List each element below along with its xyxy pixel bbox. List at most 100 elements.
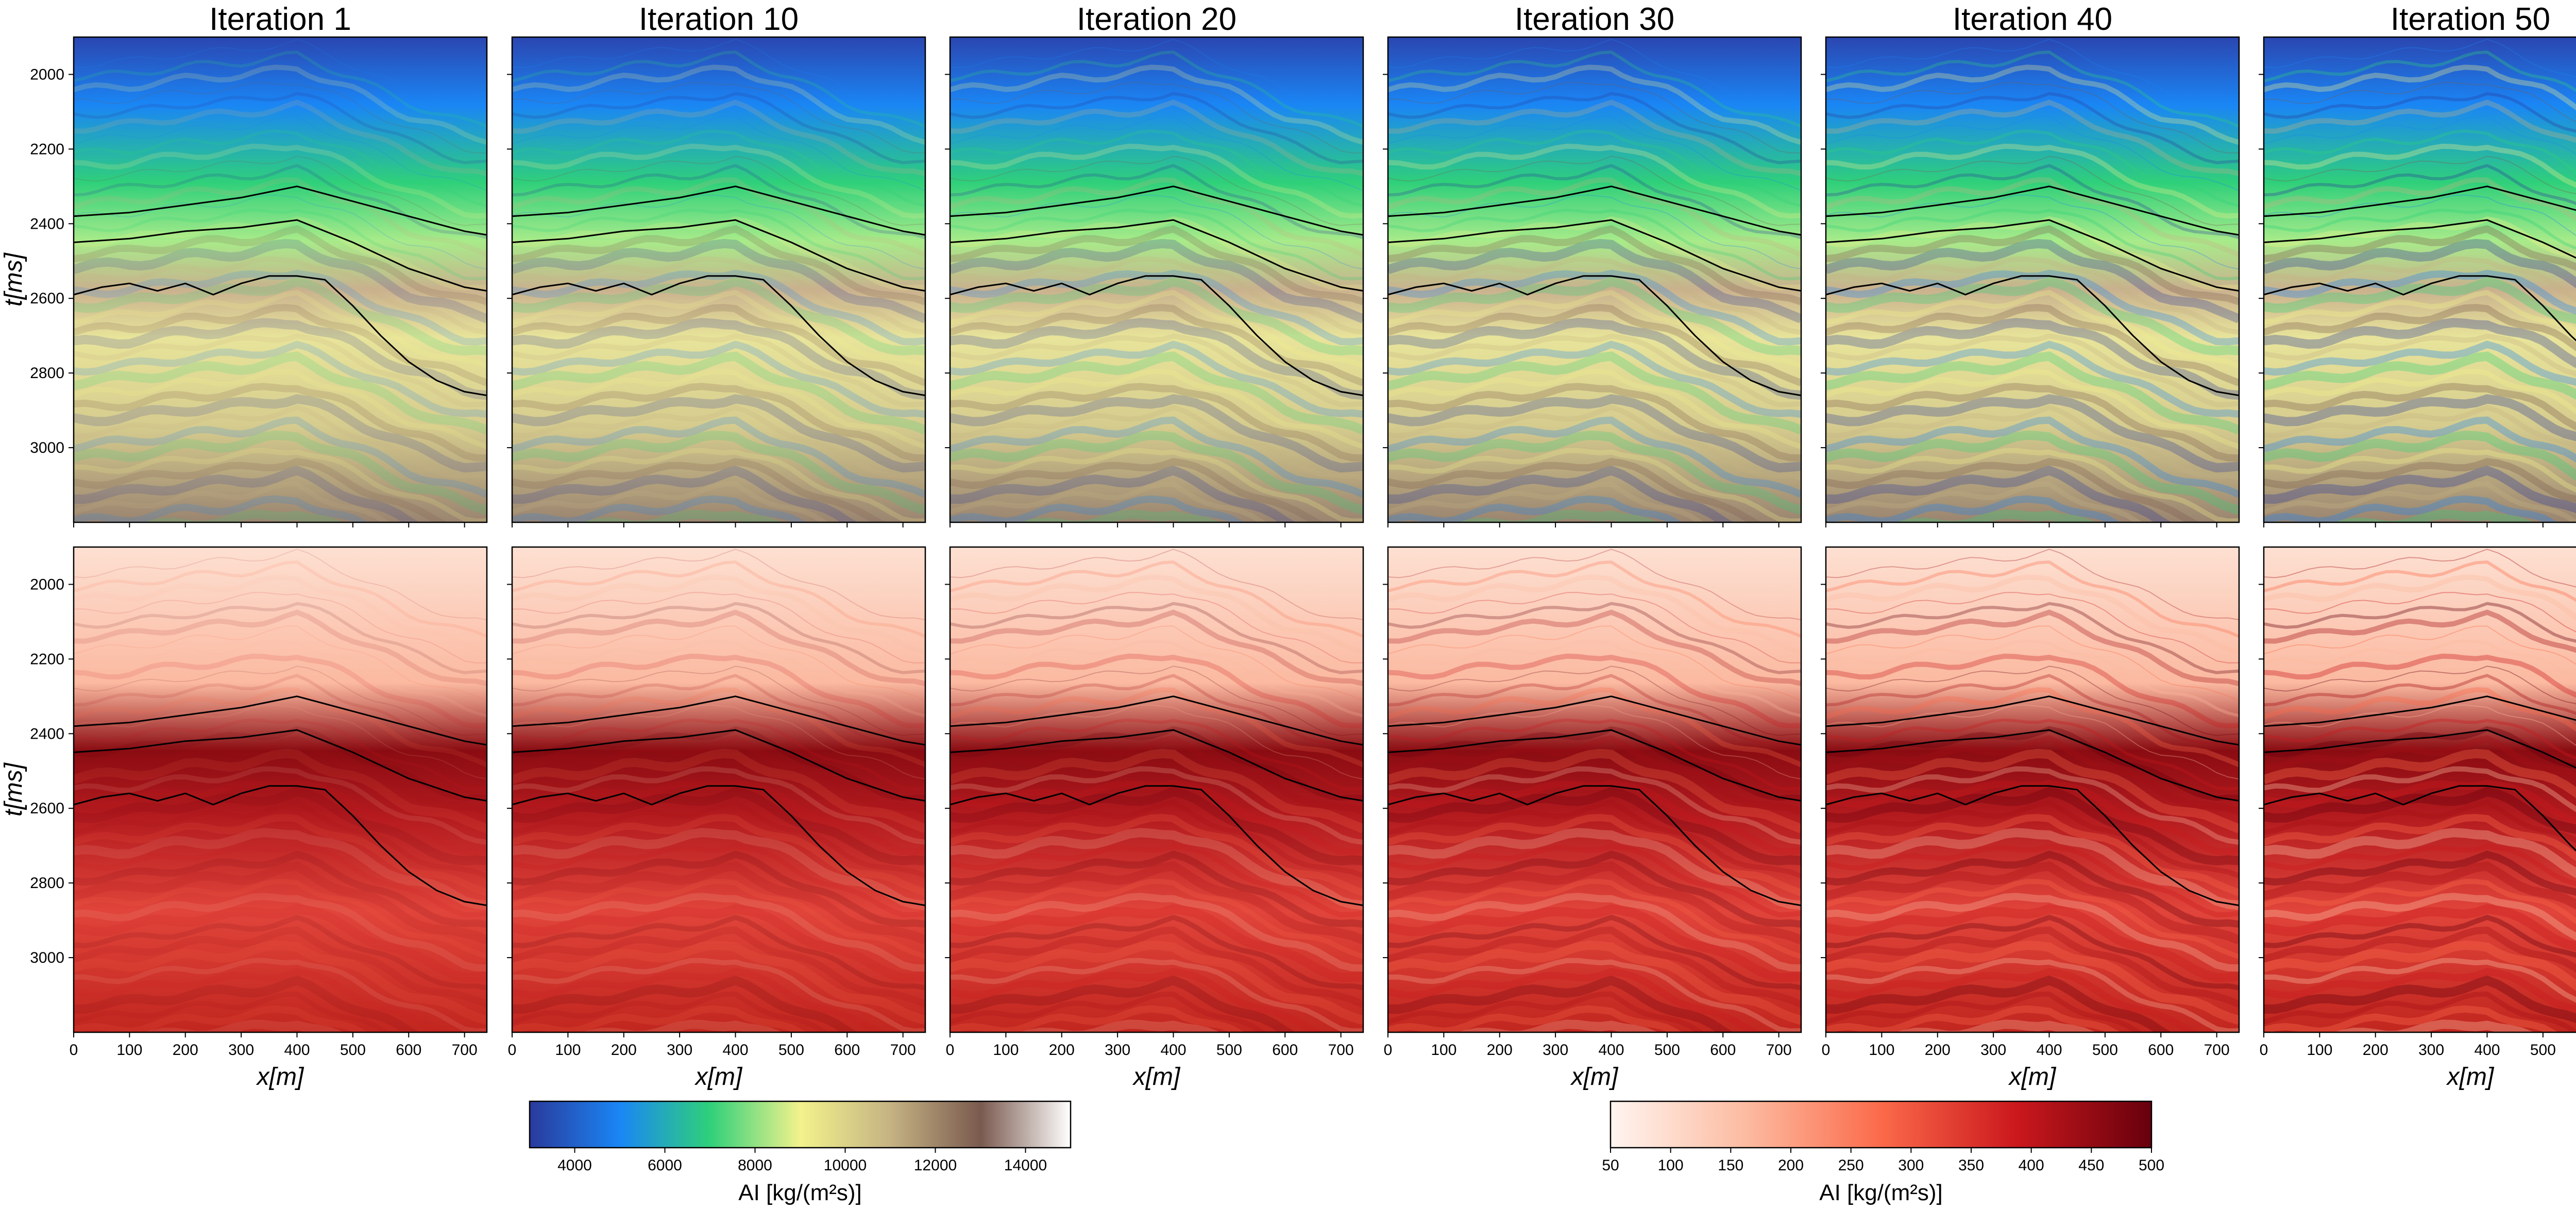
heatmap-band: [512, 639, 925, 718]
horizon-line-2: [1826, 729, 2239, 802]
heatmap-band: [512, 926, 925, 1008]
heatmap-band: [950, 704, 1363, 780]
heatmap-band: [950, 289, 1363, 369]
y-tick-label: 2600: [30, 800, 64, 817]
horizon-line-3: [950, 785, 1363, 907]
heatmap-band: [1388, 893, 1801, 972]
heatmap-band: [2264, 968, 2576, 1013]
y-tick-label: 2400: [30, 725, 64, 742]
horizon-line-2: [950, 219, 1363, 292]
heatmap-band: [1826, 277, 2239, 356]
heatmap-band: [512, 256, 925, 335]
colorbar-tick-label: 150: [1718, 1157, 1743, 1174]
heatmap-band: [74, 208, 487, 281]
horizon-line-1: [1826, 185, 2239, 236]
heatmap-band: [1388, 726, 1801, 801]
heatmap-band: [1388, 164, 1801, 240]
x-tick-label: 0: [70, 1042, 78, 1059]
heatmap-band: [74, 465, 420, 522]
heatmap-band: [2264, 194, 2576, 236]
heatmap-band: [1826, 843, 2239, 917]
heatmap-band: [512, 625, 925, 702]
heatmap-band: [2264, 574, 2576, 621]
x-axis-label: x[m]: [694, 1063, 743, 1090]
heatmap-band: [2264, 958, 2576, 1003]
heatmap-band: [2264, 351, 2576, 400]
heatmap-band: [512, 704, 925, 780]
heatmap-band: [1826, 574, 2239, 655]
heatmap-band: [1826, 666, 2239, 736]
heatmap-band: [950, 828, 1363, 910]
x-tick-label: 500: [340, 1042, 366, 1059]
heatmap-band: [512, 879, 925, 959]
horizon-line-2: [74, 219, 487, 292]
horizon-line-2: [74, 729, 487, 802]
heatmap-band: [1458, 509, 1658, 522]
heatmap-band: [950, 850, 1363, 928]
heatmap-band: [74, 277, 487, 356]
heatmap-band: [950, 458, 1325, 522]
heatmap-band: [74, 893, 487, 972]
heatmap-band: [1388, 394, 1801, 473]
heatmap-band: [2264, 704, 2576, 746]
heatmap-band: [74, 639, 487, 718]
heatmap-band: [74, 1088, 487, 1157]
heatmap-band: [1388, 465, 1734, 522]
heatmap-band: [2264, 666, 2576, 705]
heatmap-band: [1826, 289, 2239, 369]
heatmap-band: [74, 674, 487, 749]
heatmap-band: [74, 787, 487, 866]
heatmap-band: [74, 975, 420, 1032]
heatmap-band: [74, 481, 391, 522]
heatmap-band: [512, 850, 925, 928]
heatmap-band: [512, 304, 925, 386]
heatmap-band: [1388, 383, 1801, 462]
heatmap-band: [950, 879, 1363, 959]
heatmap-band: [2264, 879, 2576, 925]
heatmap-band: [1826, 787, 2239, 866]
colorbar-tick-label: 250: [1838, 1157, 1864, 1174]
heatmap-band: [1826, 592, 2239, 663]
heatmap-band: [512, 602, 925, 674]
heatmap-band: [2264, 799, 2576, 844]
heatmap-band: [950, 64, 1363, 145]
y-axis-label: t[ms]: [0, 762, 27, 816]
heatmap-band: [2264, 369, 2576, 415]
heatmap-band: [74, 333, 487, 407]
heatmap-band: [950, 666, 1363, 736]
heatmap-band: [512, 1005, 807, 1032]
x-tick-label: 400: [1160, 1042, 1186, 1059]
heatmap-band: [1388, 277, 1801, 356]
heatmap-band: [1388, 39, 1801, 111]
x-axis-label: x[m]: [256, 1063, 304, 1090]
heatmap-band: [1388, 666, 1801, 736]
x-tick-label: 400: [1598, 1042, 1624, 1059]
heatmap-band: [1826, 958, 2239, 1032]
y-axis-label: t[ms]: [0, 252, 27, 306]
heatmap-band: [74, 602, 487, 674]
x-tick-label: 700: [890, 1042, 916, 1059]
heatmap-band: [950, 766, 1363, 845]
x-tick-label: 0: [1384, 1042, 1393, 1059]
heatmap-band: [1388, 448, 1801, 522]
heatmap-band: [1020, 509, 1221, 522]
heatmap-band: [1388, 799, 1801, 879]
heatmap-band: [74, 1005, 368, 1032]
heatmap-band: [74, 340, 487, 418]
heatmap-band: [950, 304, 1363, 386]
colorbar-tick-label: 12000: [914, 1157, 957, 1174]
heatmap-band: [74, 726, 487, 801]
heatmap-band: [74, 495, 368, 522]
heatmap-field: [1388, 547, 1801, 1032]
heatmap-band: [1826, 340, 2239, 418]
colorbar-2: 50 100 150 200 250 300 350 400 450 500 AI [kg/(m²s…: [1602, 1100, 2164, 1205]
heatmap-band: [1826, 256, 2239, 335]
y-tick-label: 2600: [30, 290, 64, 307]
x-axis-label: x[m]: [1132, 1063, 1181, 1090]
heatmap-band: [144, 1019, 344, 1032]
heatmap-band: [512, 115, 925, 192]
panel-r1-iter-1: 2000 2200 2400 2600 2800 3000 Iteration 1: [30, 2, 488, 527]
x-tick-label: 300: [2418, 1042, 2444, 1059]
heatmap-band: [74, 574, 487, 655]
